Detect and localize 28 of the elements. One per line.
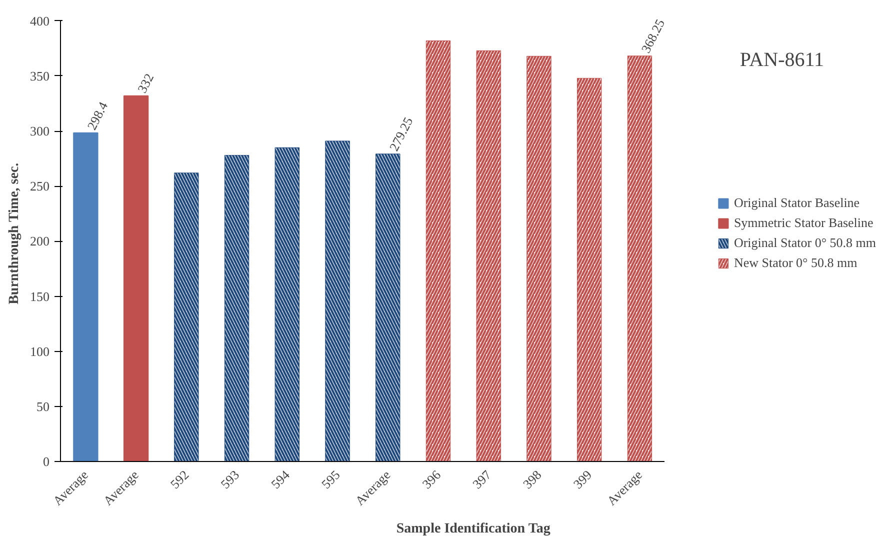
x-axis-title: Sample Identification Tag	[396, 522, 550, 537]
x-tick-label: 594	[268, 466, 293, 492]
data-label: 332	[134, 71, 157, 96]
legend-label: Original Stator Baseline	[734, 195, 860, 211]
y-axis-title: Burnthrough Time, sec.	[7, 162, 22, 304]
bar	[73, 132, 98, 462]
legend-label: Symmetric Stator Baseline	[734, 215, 874, 231]
data-label: 298.4	[84, 98, 111, 132]
text: PAN-8611	[740, 48, 824, 71]
y-tick-label: 200	[30, 234, 50, 249]
y-tick-label: 150	[30, 288, 50, 304]
y-tick-label: 300	[30, 124, 50, 139]
x-tick-label: 397	[470, 466, 494, 492]
bar	[123, 95, 149, 462]
y-tick-label: 350	[30, 68, 50, 84]
y-tick-label: 250	[30, 178, 50, 194]
y-tick-label: 50	[36, 398, 50, 414]
y-tick-label: 400	[30, 13, 50, 28]
x-tick-label: 399	[570, 467, 595, 492]
y-tick-label: 100	[30, 344, 50, 359]
x-tick-label: 592	[167, 467, 192, 492]
x-tick-label: 398	[520, 467, 544, 492]
y-tick-label: 0	[43, 454, 50, 469]
x-tick-label: 396	[419, 466, 444, 492]
x-tick-label: 593	[218, 467, 242, 492]
legend-label: Original Stator 0° 50.8 mm	[734, 235, 876, 251]
x-tick-label: 595	[318, 467, 343, 492]
legend-label: New Stator 0° 50.8 mm	[734, 255, 858, 271]
